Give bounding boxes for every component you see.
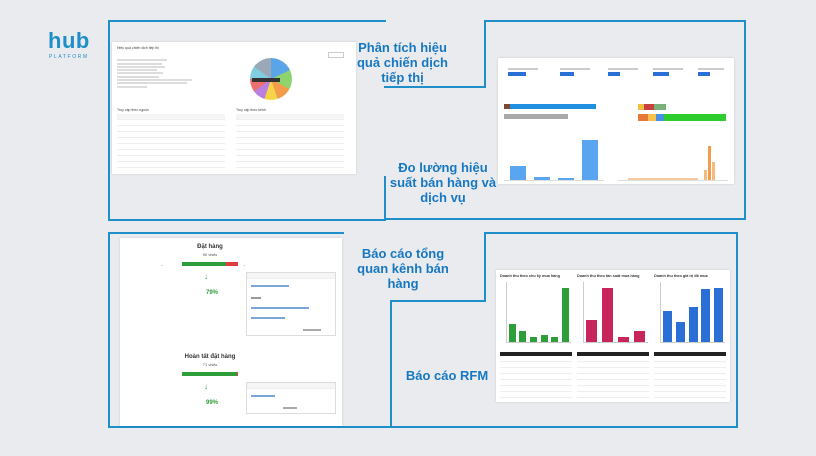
- sales-dashboard-card: [498, 58, 734, 184]
- logo-tagline: PLATFORM: [49, 54, 89, 60]
- rfm-bar: [530, 337, 537, 342]
- funnel-top-table: [246, 272, 336, 336]
- rfm-bar: [551, 337, 558, 342]
- section-title-marketing: Phân tích hiệu quả chiến dịch tiếp thị: [356, 40, 448, 85]
- section-title-sales: Đo lường hiệu suất bán hàng và dịch vụ: [389, 160, 497, 205]
- pie-legend: [117, 58, 207, 90]
- rfm-table: [577, 352, 649, 398]
- rfm-bar: [541, 335, 548, 342]
- rfm-bar: [602, 288, 613, 342]
- sales-bar-left: [504, 94, 604, 124]
- rfm-table: [654, 352, 726, 398]
- rfm-bar: [519, 331, 526, 342]
- rfm-dashboard-card: Doanh thu theo chu kỳ mua hàng Doanh thu …: [496, 270, 730, 402]
- funnel-top-bar-fill: [182, 262, 227, 266]
- hub-logo: hub PLATFORM: [48, 28, 98, 68]
- funnel-top-visits: 90 visits: [202, 252, 218, 257]
- sales-vertical-chart: [504, 134, 604, 181]
- sales-time-chart: [618, 134, 728, 181]
- logo-brand: hub: [48, 28, 90, 53]
- rfm-bar: [676, 322, 685, 342]
- rfm-bar: [509, 324, 516, 342]
- rfm-bar: [663, 311, 672, 342]
- rfm-chart: [660, 282, 725, 343]
- funnel-bottom-visits: 71 visits: [202, 362, 218, 367]
- sales-bar-right: [618, 94, 728, 124]
- funnel-top-title: Đặt hàng: [197, 244, 223, 250]
- rfm-bar: [586, 320, 597, 342]
- funnel-top-bar: [182, 262, 238, 266]
- rfm-table: [500, 352, 572, 398]
- rfm-bar: [634, 331, 645, 342]
- rfm-chart-title: Doanh thu theo chu kỳ mua hàng: [500, 274, 560, 278]
- funnel-top-percent: 79%: [205, 290, 218, 296]
- funnel-bottom-percent: 99%: [205, 400, 218, 406]
- section-title-rfm: Báo cáo RFM: [405, 368, 489, 383]
- marketing-dashboard-card: Hiệu quả chiến dịch tiếp thị Truy cập th…: [112, 42, 356, 174]
- rfm-chart-title: Doanh thu theo tần suất mua hàng: [577, 274, 640, 278]
- rfm-bar: [714, 288, 723, 342]
- funnel-bottom-bar: [182, 372, 238, 376]
- rfm-chart: [506, 282, 571, 343]
- channel-overview-card: Đặt hàng 90 visits → → ↓ 79% Hoàn tất đặ…: [120, 238, 342, 426]
- rfm-chart: [583, 282, 648, 343]
- funnel-bottom-table: [246, 382, 336, 414]
- rfm-bar: [562, 288, 569, 342]
- rfm-bar: [701, 289, 710, 342]
- rfm-bar: [689, 307, 698, 342]
- funnel-bottom-bar-fill: [182, 372, 238, 376]
- arrow-down-icon: ↓: [204, 272, 208, 281]
- frame-marketing: [108, 20, 386, 221]
- section-title-channel: Báo cáo tổng quan kênh bán hàng: [357, 246, 449, 291]
- rfm-bar: [618, 337, 629, 342]
- funnel-bottom-title: Hoàn tất đặt hàng: [184, 354, 236, 360]
- arrow-down-icon: ↓: [204, 382, 208, 391]
- rfm-chart-title: Doanh thu theo giá trị đã mua: [654, 274, 708, 278]
